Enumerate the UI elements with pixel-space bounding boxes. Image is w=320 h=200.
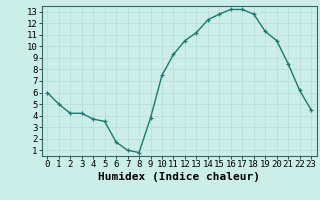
X-axis label: Humidex (Indice chaleur): Humidex (Indice chaleur) <box>98 172 260 182</box>
